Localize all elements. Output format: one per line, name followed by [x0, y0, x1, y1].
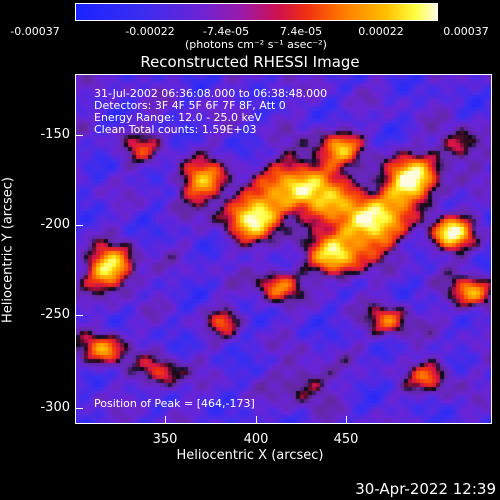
y-tick-mark: [75, 135, 83, 136]
colorbar-tick: 0.00022: [358, 25, 404, 38]
time-range-annotation: 31-Jul-2002 06:36:08.000 to 06:38:48.000: [94, 87, 328, 100]
y-tick-label: -250: [40, 307, 70, 322]
x-axis-label: Heliocentric X (arcsec): [176, 448, 324, 463]
heatmap-image: [76, 75, 491, 423]
plot-frame: 31-Jul-2002 06:36:08.000 to 06:38:48.000…: [75, 74, 492, 424]
timestamp: 30-Apr-2022 12:39: [355, 480, 496, 498]
colorbar-tick: -0.00022: [125, 25, 175, 38]
y-tick-mark: [75, 225, 83, 226]
energy-range-annotation: Energy Range: 12.0 - 25.0 keV: [94, 111, 262, 124]
y-tick-label: -300: [40, 400, 70, 415]
peak-position-annotation: Position of Peak = [464,-173]: [94, 397, 255, 410]
x-tick-mark: [256, 416, 257, 424]
colorbar-tick: 7.4e-05: [279, 25, 323, 38]
y-axis-label: Heliocentric Y (arcsec): [0, 177, 16, 323]
colorbar-tick: -0.00037: [10, 25, 60, 38]
x-tick-label: 450: [333, 432, 359, 447]
y-tick-label: -200: [40, 217, 70, 232]
x-tick-label: 400: [243, 432, 269, 447]
x-tick-mark: [346, 416, 347, 424]
y-tick-mark: [75, 408, 83, 409]
algorithm-counts-annotation: Clean Total counts: 1.59E+03: [94, 123, 257, 136]
y-tick-label: -150: [40, 127, 70, 142]
detectors-annotation: Detectors: 3F 4F 5F 6F 7F 8F, Att 0: [94, 99, 286, 112]
colorbar-unit-label: (photons cm⁻² s⁻¹ asec⁻²): [185, 38, 327, 51]
x-tick-mark: [165, 416, 166, 424]
plot-title: Reconstructed RHESSI Image: [140, 53, 360, 71]
x-tick-label: 350: [152, 432, 178, 447]
colorbar-tick: 0.00037: [443, 25, 489, 38]
y-tick-mark: [75, 315, 83, 316]
colorbar-tick: -7.4e-05: [202, 25, 250, 38]
colorbar: [75, 3, 438, 21]
